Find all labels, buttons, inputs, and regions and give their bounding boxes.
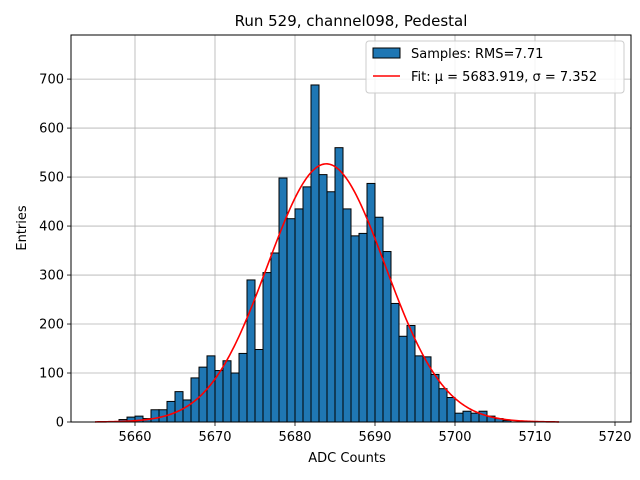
fit-curve — [94, 163, 560, 423]
histogram-bar — [366, 182, 376, 423]
histogram-bar — [230, 372, 240, 423]
histogram-bar — [270, 252, 280, 423]
y-axis-label: Entries — [15, 205, 30, 251]
histogram-bar — [310, 84, 320, 423]
histogram-bar — [326, 191, 336, 423]
histogram-bar — [206, 355, 216, 423]
x-tick-label: 5670 — [198, 430, 231, 445]
histogram-bar — [278, 177, 288, 423]
histogram-bar — [222, 360, 232, 423]
histogram-bar — [238, 352, 248, 423]
x-tick-label: 5660 — [118, 430, 151, 445]
x-tick-label: 5700 — [438, 430, 471, 445]
x-tick-label: 5680 — [278, 430, 311, 445]
x-axis-ticks: 5660 5670 5680 5690 5700 5710 5720 — [118, 422, 632, 445]
x-tick-label: 5710 — [518, 430, 551, 445]
y-tick-label: 200 — [39, 318, 64, 333]
histogram-bar — [286, 218, 296, 423]
y-tick-label: 100 — [39, 367, 64, 382]
legend-label-samples: Samples: RMS=7.71 — [411, 47, 543, 62]
histogram-bar — [318, 174, 328, 423]
legend-swatch-samples — [372, 47, 401, 59]
histogram-bar — [406, 324, 416, 423]
histogram-bar — [438, 388, 448, 423]
histogram-bar — [182, 399, 192, 423]
chart-title: Run 529, channel098, Pedestal — [235, 12, 468, 30]
y-tick-label: 700 — [39, 73, 64, 88]
histogram-bar — [166, 400, 176, 423]
histogram-bar — [398, 335, 408, 423]
histogram-bar — [150, 409, 160, 423]
histogram-bar — [254, 348, 264, 423]
y-tick-label: 400 — [39, 220, 64, 235]
y-tick-label: 300 — [39, 269, 64, 284]
legend-box — [365, 40, 625, 94]
histogram-bar — [350, 235, 360, 423]
histogram-bar — [462, 410, 472, 423]
histogram-bar — [414, 355, 424, 423]
histogram-bar — [302, 186, 312, 423]
y-axis-ticks: 0 100 200 300 400 500 600 700 — [39, 73, 71, 431]
histogram-bar — [198, 366, 208, 423]
x-axis-label: ADC Counts — [308, 451, 386, 466]
histogram-bar — [470, 412, 480, 423]
legend-label-fit: Fit: μ = 5683.919, σ = 7.352 — [411, 70, 597, 85]
histogram-bar — [430, 373, 440, 423]
y-tick-label: 500 — [39, 171, 64, 186]
histogram-bar — [294, 208, 304, 423]
y-tick-label: 0 — [56, 416, 64, 431]
plot-frame — [70, 34, 632, 423]
histogram-bar — [390, 302, 400, 423]
y-tick-label: 600 — [39, 122, 64, 137]
histogram-bar — [342, 208, 352, 423]
x-tick-label: 5690 — [358, 430, 391, 445]
x-tick-label: 5720 — [598, 430, 631, 445]
histogram-bar — [334, 147, 344, 423]
histogram-bar — [262, 272, 272, 423]
histogram-bar — [446, 397, 456, 423]
legend: Samples: RMS=7.71 Fit: μ = 5683.919, σ =… — [365, 40, 625, 94]
histogram-bar — [174, 391, 184, 423]
histogram-bar — [358, 232, 368, 423]
histogram-bar — [454, 412, 464, 423]
